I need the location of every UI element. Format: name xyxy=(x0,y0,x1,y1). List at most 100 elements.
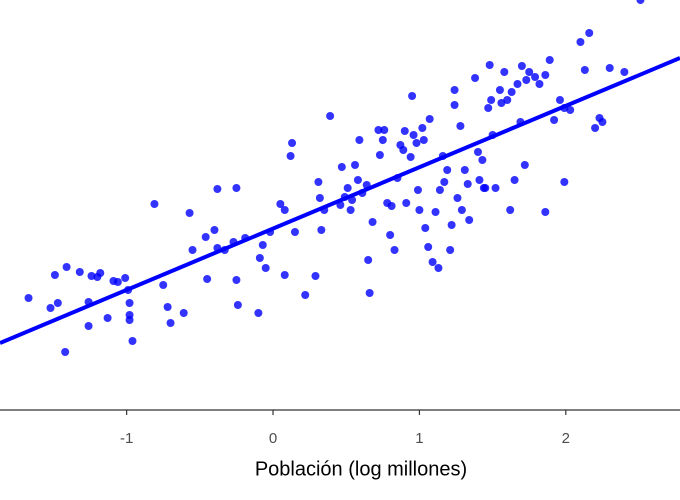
point xyxy=(491,184,500,192)
point xyxy=(507,88,516,96)
point xyxy=(280,271,289,279)
point xyxy=(541,208,550,216)
point xyxy=(314,178,323,186)
point xyxy=(96,269,105,277)
point xyxy=(159,281,168,289)
point xyxy=(276,200,285,208)
point xyxy=(450,86,459,94)
point xyxy=(555,96,564,104)
point xyxy=(450,101,459,109)
point xyxy=(443,166,452,174)
point xyxy=(185,209,194,217)
point xyxy=(591,124,600,132)
point xyxy=(585,29,594,37)
point xyxy=(355,136,364,144)
point xyxy=(374,126,383,134)
point xyxy=(326,112,335,120)
point xyxy=(431,208,440,216)
point xyxy=(203,275,212,283)
point xyxy=(84,322,93,330)
x-tick-label: -1 xyxy=(120,430,133,447)
point xyxy=(495,86,504,94)
point xyxy=(545,56,554,64)
point xyxy=(346,206,355,214)
point xyxy=(424,243,433,251)
point xyxy=(288,139,297,147)
point xyxy=(232,276,241,284)
point xyxy=(418,124,427,132)
x-axis-label: Población (log millones) xyxy=(255,458,467,480)
point xyxy=(315,194,324,202)
point xyxy=(475,176,484,184)
point xyxy=(425,115,434,123)
point xyxy=(566,106,575,114)
point xyxy=(125,316,134,324)
point xyxy=(255,254,264,262)
point xyxy=(400,127,409,135)
point xyxy=(500,68,509,76)
point xyxy=(560,178,569,186)
point xyxy=(434,264,443,272)
point xyxy=(522,76,531,84)
point xyxy=(487,96,496,104)
point xyxy=(280,206,289,214)
point xyxy=(463,180,472,188)
point xyxy=(485,61,494,69)
point xyxy=(413,186,422,194)
point xyxy=(580,66,589,74)
point xyxy=(620,68,629,76)
point xyxy=(258,241,267,249)
point xyxy=(406,153,415,161)
point xyxy=(121,274,130,282)
point xyxy=(440,178,449,186)
point xyxy=(481,184,490,192)
point xyxy=(453,194,462,202)
point xyxy=(517,62,526,70)
point xyxy=(535,80,544,88)
point xyxy=(210,226,219,234)
x-tick-label: 0 xyxy=(269,430,277,447)
point xyxy=(605,64,614,72)
point xyxy=(343,184,352,192)
point xyxy=(261,264,270,272)
point xyxy=(447,221,456,229)
point xyxy=(311,272,320,280)
point xyxy=(368,218,377,226)
point xyxy=(386,231,395,239)
point xyxy=(24,294,33,302)
point xyxy=(428,258,437,266)
point xyxy=(351,161,360,169)
fit-line xyxy=(0,56,680,345)
point xyxy=(399,146,408,154)
point xyxy=(531,73,540,81)
point xyxy=(233,301,242,309)
point xyxy=(113,278,122,286)
point xyxy=(301,291,310,299)
point xyxy=(290,228,299,236)
point xyxy=(460,166,469,174)
point xyxy=(598,118,607,126)
point xyxy=(75,268,84,276)
point xyxy=(213,185,222,193)
point xyxy=(421,224,430,232)
point xyxy=(166,319,175,327)
x-tick-label: 2 xyxy=(562,430,570,447)
point xyxy=(419,136,428,144)
point xyxy=(201,233,210,241)
point xyxy=(337,163,346,171)
point xyxy=(378,136,387,144)
point xyxy=(163,303,172,311)
point xyxy=(61,348,70,356)
point xyxy=(435,186,444,194)
point xyxy=(286,152,295,160)
point xyxy=(188,246,197,254)
point xyxy=(46,304,55,312)
point xyxy=(390,246,399,254)
point xyxy=(402,199,411,207)
point xyxy=(232,184,241,192)
point xyxy=(387,202,396,210)
point xyxy=(525,68,534,76)
point xyxy=(473,148,482,156)
point xyxy=(456,122,465,130)
